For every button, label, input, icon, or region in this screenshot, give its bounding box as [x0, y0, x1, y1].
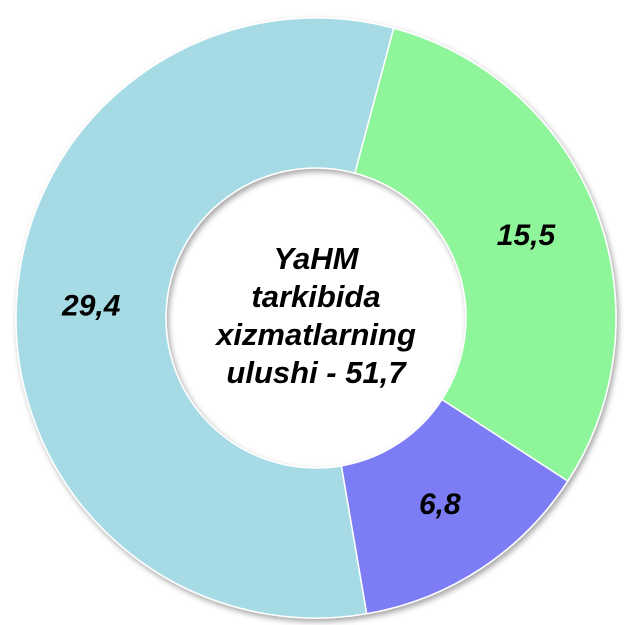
slice: [353, 27, 617, 483]
data-label: 6,8: [419, 488, 461, 521]
data-label: 15,5: [497, 219, 557, 252]
center-text: YaHM: [274, 241, 360, 276]
data-label: 29,4: [61, 290, 121, 323]
center-text: xizmatlarning: [214, 317, 416, 352]
slice: [15, 17, 395, 619]
center-text: tarkibida: [251, 279, 380, 314]
slice: [340, 398, 569, 615]
donut: [15, 17, 617, 619]
center-text: ulushi - 51,7: [226, 355, 407, 390]
labels: 15,5 6,8 29,4 YaHMtarkibidaxizmatlarningulu…: [61, 219, 556, 521]
